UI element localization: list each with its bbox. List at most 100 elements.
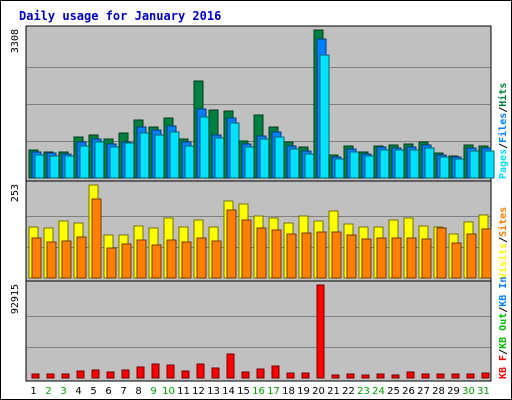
x-tick-label: 23 [357, 386, 370, 397]
bar-pages [199, 116, 210, 179]
bar-kb-f [436, 373, 445, 379]
bar-sites [301, 232, 312, 279]
bar-pages [289, 148, 300, 179]
bar-kb-f [31, 373, 40, 379]
bar-sites [91, 198, 102, 279]
bar-pages [109, 146, 120, 179]
bar-kb-f [286, 372, 295, 379]
bar-pages [34, 154, 45, 179]
legend-entry: Sites [497, 207, 509, 237]
x-tick-label: 18 [282, 386, 295, 397]
legend-entry: Files [497, 113, 509, 143]
legend-entry: / [498, 349, 509, 355]
x-tick-label: 22 [342, 386, 355, 397]
x-tick-label: 21 [327, 386, 340, 397]
bar-kb-f [136, 366, 145, 379]
bar-sites [406, 237, 417, 279]
bar-kb-f [421, 373, 430, 379]
bar-sites [466, 233, 477, 279]
bar-sites [226, 209, 237, 279]
bar-sites [451, 242, 462, 279]
x-tick-label: 28 [432, 386, 445, 397]
bar-sites [106, 247, 117, 279]
bar-kb-f [481, 372, 490, 379]
bar-sites [421, 238, 432, 279]
bar-pages [334, 158, 345, 179]
x-tick-label: 1 [30, 386, 36, 397]
bar-pages [394, 149, 405, 179]
legend-hits-files-pages: Pages/Files/Hits [497, 83, 509, 179]
bar-sites [166, 239, 177, 279]
x-tick-label: 24 [372, 386, 385, 397]
bar-pages [229, 122, 240, 179]
x-tick-label: 19 [297, 386, 310, 397]
bar-sites [76, 236, 87, 279]
bar-kb-f [46, 373, 55, 379]
bar-kb-f [211, 367, 220, 379]
x-tick-label: 9 [150, 386, 156, 397]
x-tick-label: 12 [192, 386, 205, 397]
bar-kb-f [466, 373, 475, 379]
x-tick-label: 6 [105, 386, 111, 397]
legend-entry: / [498, 143, 509, 149]
bar-pages [424, 147, 435, 179]
x-tick-label: 27 [417, 386, 430, 397]
bar-sites [256, 227, 267, 279]
bar-sites [436, 227, 447, 279]
bar-pages [64, 155, 75, 179]
bar-kb-f [271, 365, 280, 379]
bar-pages [304, 153, 315, 179]
bar-sites [196, 237, 207, 279]
legend-entry: / [498, 237, 509, 243]
legend-entry: KB Out [498, 313, 509, 349]
bar-kb-f [106, 371, 115, 379]
bar-sites [121, 243, 132, 279]
bar-sites [376, 237, 387, 279]
x-tick-label: 5 [90, 386, 96, 397]
bar-pages [184, 145, 195, 179]
legend-entry: / [498, 107, 509, 113]
bar-sites [241, 219, 252, 279]
bar-sites [151, 244, 162, 279]
bar-kb-f [346, 373, 355, 379]
bar-pages [169, 131, 180, 179]
bar-sites [391, 237, 402, 279]
bar-pages [319, 54, 330, 179]
bar-kb-f [181, 370, 190, 379]
x-tick-label: 31 [477, 386, 490, 397]
bar-sites [61, 240, 72, 279]
x-tick-label: 4 [75, 386, 81, 397]
bar-kb-f [241, 371, 250, 379]
bar-pages [214, 137, 225, 179]
bar-sites [331, 231, 342, 279]
bar-sites [271, 229, 282, 279]
x-tick-label: 13 [207, 386, 220, 397]
bar-pages [154, 134, 165, 179]
bar-kb-f [226, 353, 235, 379]
bar-pages [349, 151, 360, 179]
bar-pages [364, 155, 375, 179]
legend-kbin-kbout-kbf: KB F/KB Out/KB In [498, 277, 509, 379]
bar-pages [94, 141, 105, 179]
bar-pages [139, 132, 150, 179]
bar-sites [46, 241, 57, 279]
bar-sites [361, 238, 372, 279]
bar-kb-f [166, 364, 175, 379]
bar-kb-f [256, 368, 265, 379]
bar-pages [124, 142, 135, 179]
bar-sites [346, 234, 357, 279]
x-tick-label: 16 [252, 386, 265, 397]
bar-pages [379, 149, 390, 179]
bar-kb-f [91, 369, 100, 379]
x-tick-label: 15 [237, 386, 250, 397]
bar-sites [286, 233, 297, 279]
x-tick-label: 25 [387, 386, 400, 397]
ymax-label-kbin-kbout-kbf: 92915 [10, 284, 21, 314]
legend-entry: / [498, 307, 509, 313]
x-tick-label: 2 [45, 386, 51, 397]
bar-kb-f [61, 373, 70, 379]
legend-entry: Hits [497, 83, 509, 107]
legend-visits-sites: Visits/Sites [497, 207, 509, 279]
x-tick-label: 3 [60, 386, 66, 397]
